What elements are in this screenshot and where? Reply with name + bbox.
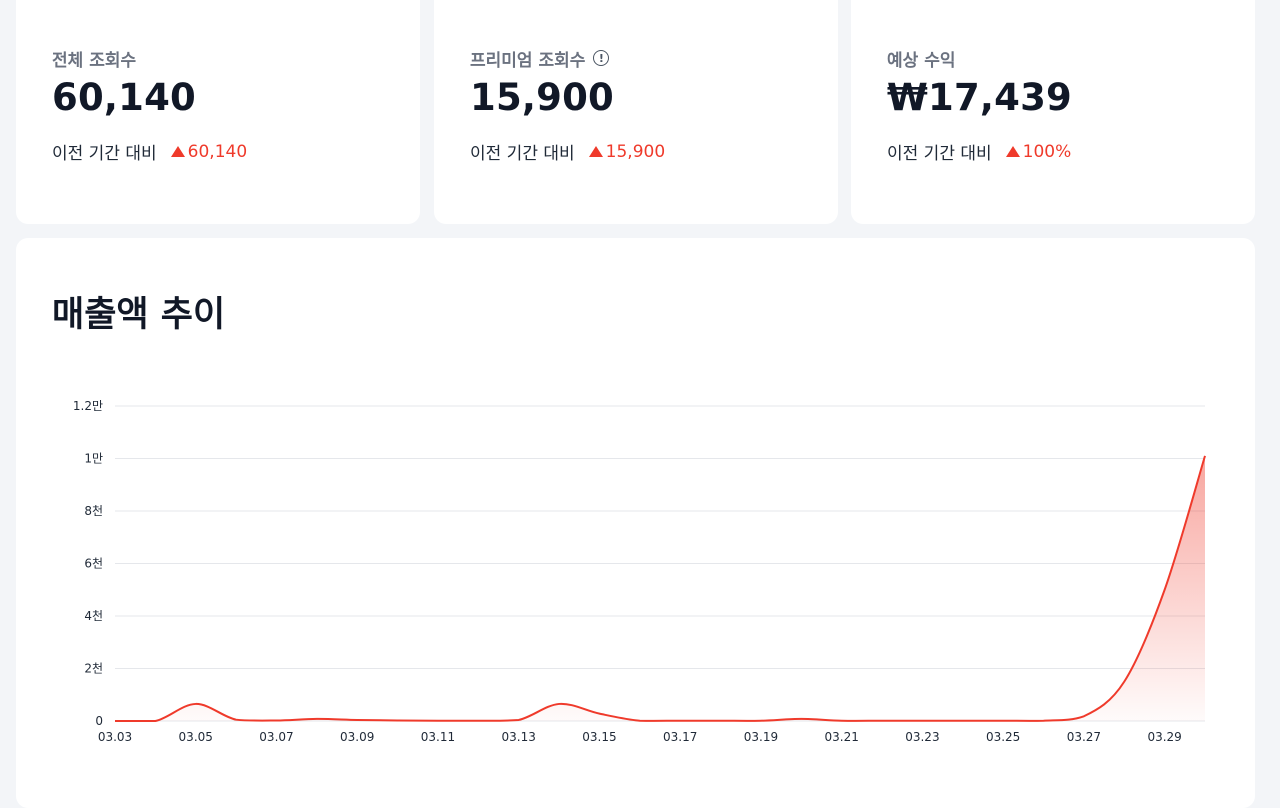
stat-card-total-views: 전체 조회수 60,140 이전 기간 대비 60,140 <box>16 0 420 224</box>
data-point[interactable] <box>1162 587 1168 593</box>
data-point[interactable] <box>273 717 279 723</box>
triangle-up-icon <box>1005 146 1020 157</box>
revenue-trend-chart: 0 2천 4천 6천 8천 1만 1.2만 03.03 03.05 03.07 03.09 03.11… <box>73 399 1208 744</box>
data-point[interactable] <box>879 718 885 724</box>
data-point[interactable] <box>919 718 925 724</box>
data-point[interactable] <box>718 718 724 724</box>
y-tick-label: 1.2만 <box>73 399 103 413</box>
stat-compare: 이전 기간 대비 100% <box>887 139 1219 165</box>
data-point[interactable] <box>839 718 845 724</box>
data-point[interactable] <box>1000 718 1006 724</box>
delta-badge: 100% <box>1005 142 1071 162</box>
data-point[interactable] <box>1081 713 1087 719</box>
stat-label: 예상 수익 <box>887 50 956 71</box>
y-tick-label: 0 <box>95 714 103 728</box>
series-line <box>114 455 1206 722</box>
stat-value: ₩17,439 <box>887 76 1072 119</box>
delta-badge: 60,140 <box>170 142 247 162</box>
y-tick-label: 2천 <box>84 661 103 676</box>
data-point[interactable] <box>193 701 199 707</box>
x-tick-label: 03.13 <box>502 730 536 744</box>
x-tick-label: 03.25 <box>986 730 1020 744</box>
data-point[interactable] <box>556 701 562 707</box>
stat-label: 프리미엄 조회수! <box>470 46 802 71</box>
data-point[interactable] <box>1041 718 1047 724</box>
data-point[interactable] <box>758 718 764 724</box>
x-tick-label: 03.23 <box>905 730 939 744</box>
stat-card-expected-revenue: 예상 수익 ₩17,439 이전 기간 대비 100% <box>851 0 1255 224</box>
x-tick-label: 03.11 <box>421 730 455 744</box>
x-tick-label: 03.07 <box>259 730 293 744</box>
y-tick-label: 1만 <box>84 452 103 466</box>
data-point[interactable] <box>314 716 320 722</box>
data-point[interactable] <box>1202 453 1208 459</box>
y-tick-label: 4천 <box>84 608 103 623</box>
triangle-up-icon <box>170 146 185 157</box>
chart-title: 매출액 추이 <box>52 295 226 335</box>
data-point[interactable] <box>233 717 239 723</box>
data-point[interactable] <box>395 717 401 723</box>
x-tick-label: 03.19 <box>744 730 778 744</box>
stat-label: 전체 조회수 <box>52 50 137 71</box>
stat-compare: 이전 기간 대비 60,140 <box>52 139 384 165</box>
data-point[interactable] <box>798 716 804 722</box>
x-tick-label: 03.27 <box>1067 730 1101 744</box>
compare-label: 이전 기간 대비 <box>470 144 575 164</box>
data-point[interactable] <box>596 711 602 717</box>
x-tick-label: 03.05 <box>179 730 213 744</box>
delta-badge: 15,900 <box>588 142 665 162</box>
data-point[interactable] <box>152 718 158 724</box>
data-point[interactable] <box>475 718 481 724</box>
data-point[interactable] <box>960 718 966 724</box>
x-tick-label: 03.09 <box>340 730 374 744</box>
compare-label: 이전 기간 대비 <box>887 144 992 164</box>
x-tick-label: 03.21 <box>824 730 858 744</box>
compare-label: 이전 기간 대비 <box>52 144 157 164</box>
x-tick-label: 03.15 <box>582 730 616 744</box>
y-tick-label: 6천 <box>84 556 103 571</box>
data-point[interactable] <box>435 718 441 724</box>
data-point[interactable] <box>516 717 522 723</box>
stat-value: 60,140 <box>52 76 196 119</box>
stat-value: 15,900 <box>470 76 614 119</box>
info-icon[interactable]: ! <box>593 50 610 66</box>
data-point[interactable] <box>637 718 643 724</box>
stat-compare: 이전 기간 대비 15,900 <box>470 139 802 165</box>
series-area <box>115 455 1205 721</box>
x-tick-label: 03.29 <box>1147 730 1181 744</box>
data-point[interactable] <box>112 718 118 724</box>
triangle-up-icon <box>588 146 603 157</box>
revenue-trend-card: 매출액 추이 0 2천 4천 6천 8천 1만 1.2만 03.03 03.05 03.07 03.… <box>16 238 1255 808</box>
data-point[interactable] <box>1121 679 1127 685</box>
data-point[interactable] <box>677 718 683 724</box>
data-point[interactable] <box>354 717 360 723</box>
y-tick-label: 8천 <box>84 503 103 518</box>
stat-card-premium-views: 프리미엄 조회수! 15,900 이전 기간 대비 15,900 <box>434 0 838 224</box>
x-tick-label: 03.03 <box>98 730 132 744</box>
x-tick-label: 03.17 <box>663 730 697 744</box>
